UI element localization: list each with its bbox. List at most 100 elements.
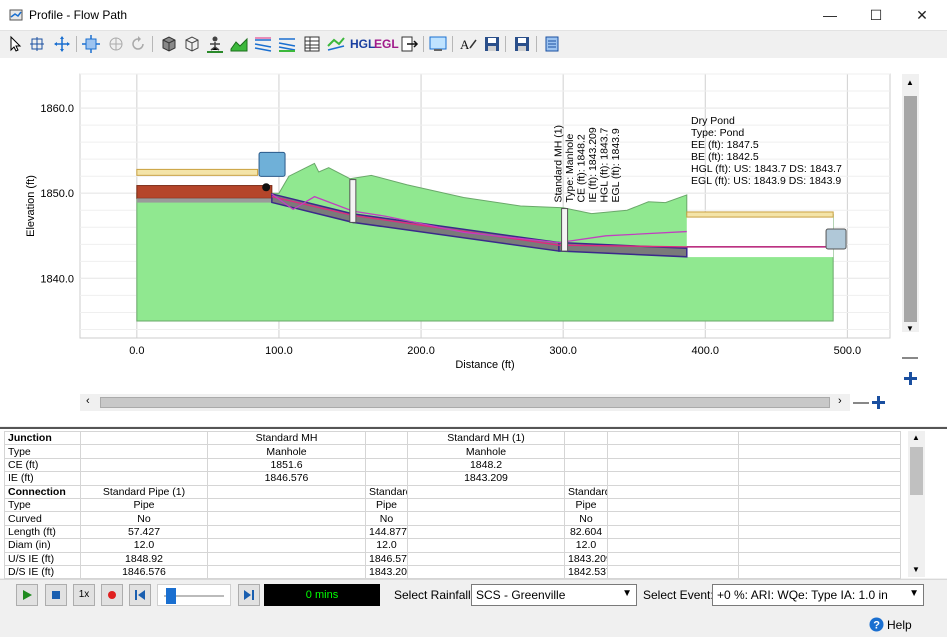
scroll-thumb[interactable]	[910, 447, 923, 495]
zoom-out-icon[interactable]	[902, 357, 918, 359]
event-select[interactable]: +0 %: ARI: WQe: Type IA: 1.0 in ▼	[712, 584, 924, 606]
person-icon[interactable]	[205, 34, 225, 54]
table-cell	[80, 444, 208, 459]
egl-profile-icon[interactable]	[277, 34, 297, 54]
zoom-window-icon[interactable]	[28, 34, 48, 54]
row-label: Curved	[4, 511, 81, 526]
table-row: CE (ft) 1851.6 1848.2	[4, 457, 901, 473]
table-cell: No	[564, 511, 608, 526]
play-button[interactable]	[16, 584, 38, 606]
hgl-profile-icon[interactable]	[253, 34, 273, 54]
slider-thumb[interactable]	[166, 588, 176, 604]
table-cell: 82.604	[564, 524, 608, 540]
pond-label-line: BE (ft): 1842.5	[691, 151, 759, 163]
pond-label-line: Dry Pond	[691, 115, 735, 127]
minimize-button[interactable]: —	[823, 7, 837, 23]
row-label: Type	[4, 497, 81, 513]
pond-label-line: Type: Pond	[691, 127, 744, 139]
table-cell: No	[365, 511, 408, 526]
help-link[interactable]: Help	[887, 618, 912, 632]
y-tick-label: 1840.0	[40, 273, 74, 285]
property-grid: Junction Standard MH Standard MH (1) Type Ma…	[0, 427, 947, 580]
maximize-button[interactable]: ☐	[869, 7, 883, 23]
row-label: Length (ft)	[4, 524, 81, 540]
time-slider[interactable]	[157, 584, 231, 606]
scroll-up-icon[interactable]: ▲	[912, 433, 920, 442]
table-cell: 1846.576	[207, 471, 366, 486]
x-tick-label: 200.0	[407, 345, 435, 357]
speed-button[interactable]: 1x	[73, 584, 95, 606]
scroll-thumb[interactable]	[100, 397, 830, 408]
help-icon[interactable]: ?	[869, 617, 884, 635]
rewind-button[interactable]	[129, 584, 151, 606]
table-cell	[738, 511, 901, 526]
terrain-icon[interactable]	[229, 34, 249, 54]
outlet-headwall-icon	[825, 228, 847, 250]
inlet-berm	[136, 168, 259, 176]
export-icon[interactable]	[399, 34, 419, 54]
manhole-label-line: IE (ft): 1843.209	[587, 127, 599, 202]
scroll-thumb[interactable]	[904, 96, 917, 322]
inlet-base	[136, 198, 272, 203]
profile-plot-area[interactable]: 0.0 100.0 200.0 300.0 400.0 500.0 1840.0 1850.0…	[0, 58, 947, 426]
table-cell	[407, 538, 565, 553]
table-cell: 1842.537	[564, 564, 608, 580]
egl-button[interactable]: EGL	[374, 37, 399, 51]
table-cell	[738, 551, 901, 566]
table-row: Diam (in) 12.0 12.0 12.0	[4, 538, 901, 553]
table-cell	[607, 430, 739, 446]
scroll-down-icon[interactable]: ▼	[906, 324, 914, 333]
toolbar-separator	[152, 36, 153, 52]
table-row: D/S IE (ft)1846.576 1843.209 1842.537	[4, 564, 901, 580]
table-cell	[365, 457, 408, 473]
close-button[interactable]: ✕	[916, 7, 928, 23]
image-icon[interactable]	[428, 34, 448, 54]
stop-button[interactable]	[45, 584, 67, 606]
table-row: Curved No No No	[4, 511, 901, 526]
refresh-icon[interactable]	[128, 34, 148, 54]
x-axis-label: Distance (ft)	[455, 359, 514, 371]
table-cell	[738, 430, 901, 446]
rainfall-select[interactable]: SCS - Greenville ▼	[471, 584, 637, 606]
table-cell: 1843.209	[564, 551, 608, 566]
manhole-label-line: Type: Manhole	[564, 134, 576, 203]
ground-line-icon[interactable]	[326, 34, 346, 54]
skip-end-button[interactable]	[238, 584, 260, 606]
profile-chart[interactable]: 0.0 100.0 200.0 300.0 400.0 500.0 1840.0 1850.0…	[0, 58, 947, 426]
save-as-icon[interactable]	[512, 34, 532, 54]
3d-solid-icon[interactable]	[159, 34, 179, 54]
3d-wire-icon[interactable]	[182, 34, 202, 54]
table-cell	[407, 551, 565, 566]
scroll-up-icon[interactable]: ▲	[906, 78, 914, 87]
table-cell: Manhole	[207, 444, 366, 459]
pan-icon[interactable]	[52, 34, 72, 54]
table-cell	[365, 471, 408, 486]
table-cell	[607, 497, 739, 513]
inlet-opening-icon	[262, 183, 271, 192]
table-cell: Standard MH (1)	[407, 430, 565, 446]
select-pointer-icon[interactable]	[5, 34, 25, 54]
plot-vertical-scrollbar[interactable]: ▲ ▼	[902, 74, 919, 333]
plot-horizontal-scrollbar[interactable]: ‹ ›	[80, 394, 850, 411]
table-cell: 57.427	[80, 524, 208, 540]
h-zoom-in-icon[interactable]	[870, 394, 887, 411]
zoom-extents-icon[interactable]	[81, 34, 101, 54]
scroll-left-icon[interactable]: ‹	[86, 395, 90, 407]
zoom-in-icon[interactable]	[902, 370, 919, 387]
scroll-right-icon[interactable]: ›	[838, 395, 842, 407]
text-annotation-icon[interactable]: A	[458, 34, 478, 54]
settings-icon[interactable]	[542, 34, 562, 54]
hgl-button[interactable]: HGL	[350, 37, 376, 51]
rainfall-label: Select Rainfall:	[394, 588, 475, 602]
h-zoom-out-icon[interactable]	[853, 402, 869, 404]
table-icon[interactable]	[302, 34, 322, 54]
event-label: Select Event:	[643, 588, 714, 602]
table-row: Junction Standard MH Standard MH (1)	[4, 430, 901, 446]
rotate-icon[interactable]	[106, 34, 126, 54]
grid-vertical-scrollbar[interactable]: ▲ ▼	[908, 431, 925, 577]
save-icon[interactable]	[482, 34, 502, 54]
record-button[interactable]	[101, 584, 123, 606]
scroll-down-icon[interactable]: ▼	[912, 565, 920, 574]
table-cell	[738, 564, 901, 580]
table-cell: 1848.92	[80, 551, 208, 566]
